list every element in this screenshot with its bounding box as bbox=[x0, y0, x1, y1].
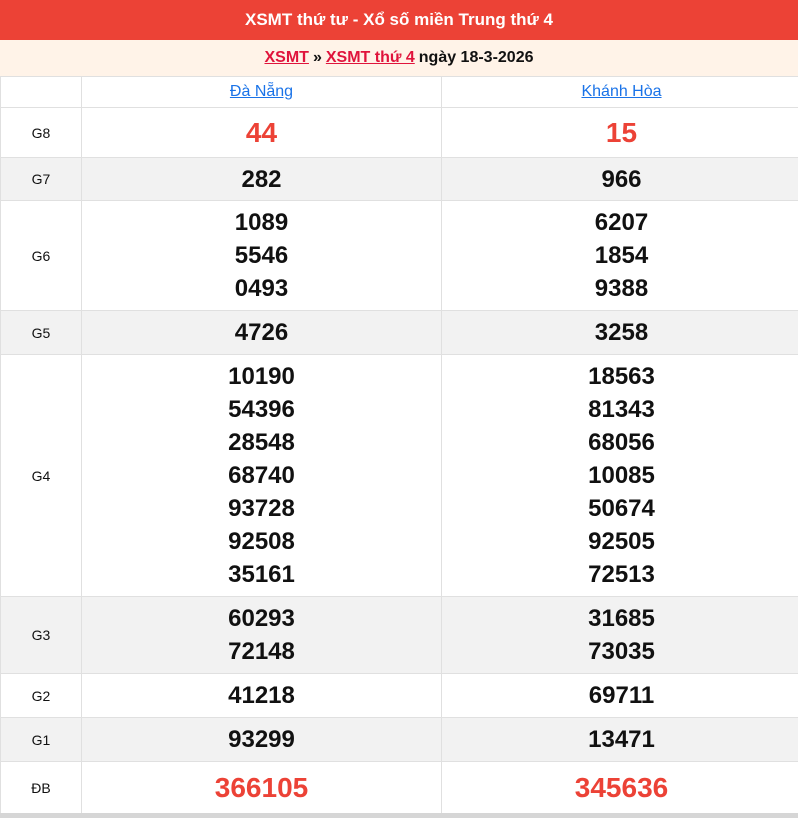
result-number: 81343 bbox=[588, 396, 655, 423]
prize-row-g2: G2 41218 69711 bbox=[0, 673, 798, 718]
prize-label: G8 bbox=[0, 107, 82, 158]
result-cell: 31685 73035 bbox=[441, 596, 798, 674]
province-cell: Đà Nẵng bbox=[81, 76, 442, 108]
empty-cell bbox=[0, 76, 82, 108]
prize-label: G3 bbox=[0, 596, 82, 674]
province-header-row: Đà Nẵng Khánh Hòa bbox=[0, 76, 798, 108]
result-number: 4726 bbox=[234, 319, 289, 346]
result-number: 69711 bbox=[588, 682, 655, 709]
breadcrumb-separator: » bbox=[312, 49, 322, 66]
result-cell: 3258 bbox=[441, 310, 798, 355]
breadcrumb: XSMT » XSMT thứ 4 ngày 18-3-2026 bbox=[0, 40, 798, 76]
result-number: 72148 bbox=[228, 638, 295, 665]
result-cell: 13471 bbox=[441, 717, 798, 762]
result-cell: 4726 bbox=[81, 310, 442, 355]
result-number: 15 bbox=[605, 117, 638, 148]
result-cell: 41218 bbox=[81, 673, 442, 718]
result-number: 44 bbox=[245, 117, 278, 148]
result-number: 9388 bbox=[594, 275, 649, 302]
breadcrumb-xsmt-link[interactable]: XSMT bbox=[264, 49, 309, 66]
result-number: 282 bbox=[241, 165, 282, 193]
province-cell: Khánh Hòa bbox=[441, 76, 798, 108]
result-number: 13471 bbox=[588, 726, 655, 753]
result-cell: 1089 5546 0493 bbox=[81, 200, 442, 311]
result-number: 93299 bbox=[228, 726, 295, 753]
result-number: 5546 bbox=[234, 242, 289, 269]
result-number: 31685 bbox=[588, 605, 655, 632]
prize-label: G2 bbox=[0, 673, 82, 718]
province-link-khanh-hoa[interactable]: Khánh Hòa bbox=[581, 83, 662, 100]
result-number: 1854 bbox=[594, 242, 649, 269]
prize-row-g7: G7 282 966 bbox=[0, 157, 798, 201]
result-number: 72513 bbox=[588, 561, 655, 588]
result-number: 18563 bbox=[588, 363, 655, 390]
result-cell: 44 bbox=[81, 107, 442, 158]
result-number: 1089 bbox=[234, 209, 289, 236]
result-number: 10190 bbox=[228, 363, 295, 390]
result-cell: 282 bbox=[81, 157, 442, 201]
result-number: 35161 bbox=[228, 561, 295, 588]
result-number: 54396 bbox=[228, 396, 295, 423]
result-number: 6207 bbox=[594, 209, 649, 236]
results-table: Đà Nẵng Khánh Hòa G8 44 15 G7 282 966 G6 1089 55… bbox=[0, 76, 798, 814]
prize-label: G4 bbox=[0, 354, 82, 597]
result-cell: 18563 81343 68056 10085 50674 92505 72513 bbox=[441, 354, 798, 597]
result-cell: 60293 72148 bbox=[81, 596, 442, 674]
result-number: 345636 bbox=[574, 772, 669, 803]
result-cell: 10190 54396 28548 68740 93728 92508 35161 bbox=[81, 354, 442, 597]
result-cell: 69711 bbox=[441, 673, 798, 718]
breadcrumb-date: ngày 18-3-2026 bbox=[418, 49, 534, 66]
province-link-da-nang[interactable]: Đà Nẵng bbox=[229, 83, 294, 100]
result-cell: 366105 bbox=[81, 761, 442, 814]
result-number: 92508 bbox=[228, 528, 295, 555]
breadcrumb-xsmt-thu4-link[interactable]: XSMT thứ 4 bbox=[325, 49, 415, 66]
prize-row-g4: G4 10190 54396 28548 68740 93728 92508 35161 185… bbox=[0, 354, 798, 597]
result-number: 68740 bbox=[228, 462, 295, 489]
prize-label: G5 bbox=[0, 310, 82, 355]
prize-row-g5: G5 4726 3258 bbox=[0, 310, 798, 355]
result-cell: 93299 bbox=[81, 717, 442, 762]
result-number: 92505 bbox=[588, 528, 655, 555]
prize-label: ĐB bbox=[0, 761, 82, 814]
result-cell: 345636 bbox=[441, 761, 798, 814]
result-number: 10085 bbox=[588, 462, 655, 489]
prize-row-g3: G3 60293 72148 31685 73035 bbox=[0, 596, 798, 674]
result-number: 366105 bbox=[214, 772, 309, 803]
prize-label: G7 bbox=[0, 157, 82, 201]
prize-row-g8: G8 44 15 bbox=[0, 107, 798, 158]
result-number: 3258 bbox=[594, 319, 649, 346]
result-number: 50674 bbox=[588, 495, 655, 522]
page-title: XSMT thứ tư - Xổ số miền Trung thứ 4 bbox=[0, 0, 798, 40]
prize-label: G1 bbox=[0, 717, 82, 762]
result-number: 966 bbox=[601, 165, 642, 193]
result-cell: 966 bbox=[441, 157, 798, 201]
result-number: 0493 bbox=[234, 275, 289, 302]
result-number: 68056 bbox=[588, 429, 655, 456]
prize-row-g1: G1 93299 13471 bbox=[0, 717, 798, 762]
scrollbar-edge bbox=[0, 813, 798, 818]
result-number: 41218 bbox=[228, 682, 295, 709]
prize-label: G6 bbox=[0, 200, 82, 311]
result-number: 73035 bbox=[588, 638, 655, 665]
prize-row-g6: G6 1089 5546 0493 6207 1854 9388 bbox=[0, 200, 798, 311]
result-number: 60293 bbox=[228, 605, 295, 632]
prize-row-đb: ĐB 366105 345636 bbox=[0, 761, 798, 814]
result-cell: 6207 1854 9388 bbox=[441, 200, 798, 311]
result-number: 28548 bbox=[228, 429, 295, 456]
result-number: 93728 bbox=[228, 495, 295, 522]
result-cell: 15 bbox=[441, 107, 798, 158]
